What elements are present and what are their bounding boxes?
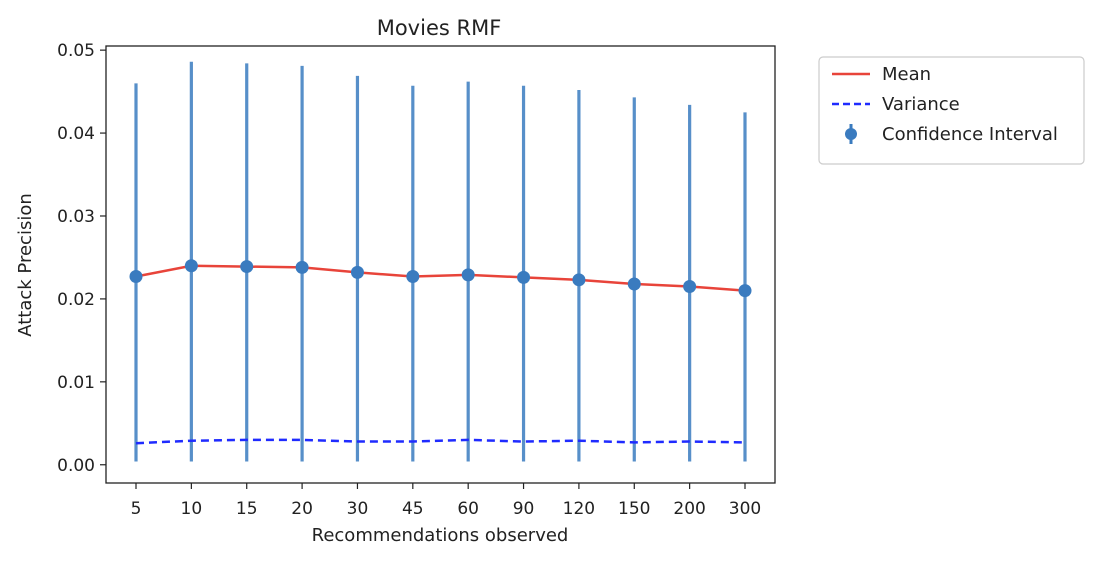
- y-tick-label: 0.04: [57, 124, 95, 144]
- mean-line: [135, 264, 746, 292]
- plot-area-frame: [105, 45, 776, 484]
- variance-line: [135, 438, 746, 445]
- x-tick-label: 10: [181, 499, 203, 519]
- confidence-center-point: [461, 268, 475, 282]
- x-axis-label: Recommendations observed: [312, 525, 569, 546]
- confidence-center-point: [738, 284, 752, 298]
- mean-points: [129, 259, 752, 298]
- y-tick-label: 0.02: [57, 290, 95, 310]
- confidence-center-point: [627, 277, 641, 291]
- confidence-center-point: [240, 260, 254, 274]
- confidence-center-point: [295, 260, 309, 274]
- x-tick-label: 45: [402, 499, 424, 519]
- confidence-interval-series: [134, 61, 747, 462]
- legend: Mean Variance Confidence Interval: [818, 56, 1085, 165]
- legend-variance-label: Variance: [882, 94, 960, 115]
- x-tick-label: 15: [236, 499, 258, 519]
- legend-mean-label: Mean: [882, 64, 931, 85]
- confidence-center-point: [184, 259, 198, 273]
- x-tick-label: 90: [513, 499, 535, 519]
- confidence-center-point: [572, 273, 586, 287]
- y-tick-label: 0.03: [57, 207, 95, 227]
- y-axis: 0.00 0.01 0.02 0.03 0.04 0.05: [57, 41, 106, 476]
- x-tick-label: 60: [457, 499, 479, 519]
- confidence-center-point: [129, 270, 143, 284]
- x-tick-label: 200: [673, 499, 705, 519]
- line-series: [135, 264, 746, 445]
- y-tick-label: 0.01: [57, 373, 95, 393]
- x-tick-label: 20: [291, 499, 313, 519]
- x-tick-label: 5: [131, 499, 142, 519]
- legend-confidence-label: Confidence Interval: [882, 124, 1058, 145]
- confidence-center-point: [517, 270, 531, 284]
- y-tick-label: 0.05: [57, 41, 95, 61]
- x-axis: 5 10 15 20 30 45 60 90 120 150 200 300: [131, 483, 761, 519]
- y-axis-label: Attack Precision: [15, 193, 36, 337]
- x-tick-label: 120: [563, 499, 595, 519]
- x-tick-label: 150: [618, 499, 650, 519]
- y-tick-label: 0.00: [57, 456, 95, 476]
- confidence-center-point: [683, 279, 697, 293]
- confidence-center-point: [406, 270, 420, 284]
- x-tick-label: 300: [729, 499, 761, 519]
- legend-confidence-swatch-dot: [845, 128, 857, 140]
- chart-title: Movies RMF: [377, 16, 502, 40]
- confidence-center-point: [350, 265, 364, 279]
- legend-frame: [818, 56, 1085, 165]
- x-tick-label: 30: [347, 499, 369, 519]
